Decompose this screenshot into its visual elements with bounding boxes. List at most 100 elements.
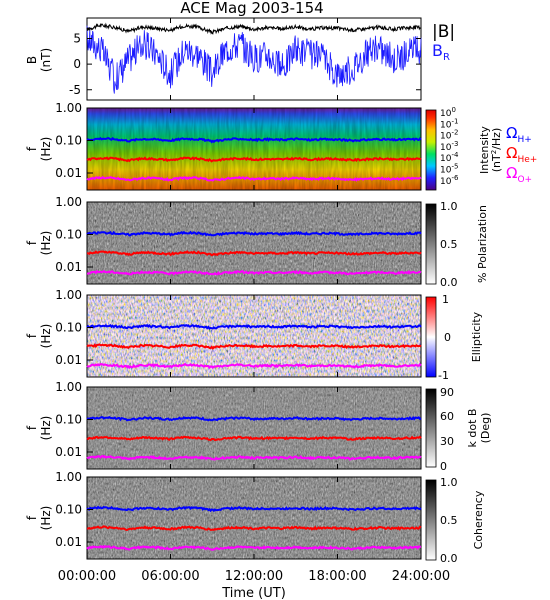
coherency-cb-tick-1: 1.0 [440, 476, 458, 489]
field-ylabel-top: B [25, 56, 39, 64]
ellipticity-colorbar [425, 296, 437, 378]
intensity-cb-tick: 10-1 [440, 117, 458, 130]
legend-omega-h: ΩH+ [506, 124, 532, 145]
figure-title: ACE Mag 2003-154 [180, 0, 323, 17]
coherency-cb-tick-2: 0.5 [440, 514, 458, 527]
freq-ylabel-units: (Hz) [39, 231, 53, 256]
freq-tick-label: 0.10 [55, 228, 82, 242]
freq-ylabel-units: (Hz) [39, 324, 53, 349]
field-ytick-label: -5 [69, 83, 81, 97]
time-tick-label: 24:00:00 [392, 569, 450, 584]
legend-br: BR [432, 41, 450, 63]
freq-tick-label: 1.00 [55, 470, 82, 484]
kdotb-colorbar-units: (Deg) [479, 413, 492, 444]
gyrofrequency-line-h [86, 230, 422, 237]
coherency-cb-tick-3: 0.0 [440, 552, 458, 565]
kdotb-colorbar-label: k dot B [466, 409, 479, 448]
time-tick-label: 12:00:00 [225, 569, 283, 584]
field-ylabel-units: (nT) [39, 48, 53, 72]
freq-tick-label: 1.00 [55, 195, 82, 209]
intensity-texture [87, 108, 421, 190]
freq-tick-label: 0.01 [55, 353, 82, 367]
polarization-panel: 1.0 0.5 0.0 % Polarization [86, 200, 489, 289]
freq-tick-label: 1.00 [55, 380, 82, 394]
gyrofrequency-line-h [86, 505, 422, 513]
legend-omega-he: ΩHe+ [506, 144, 537, 165]
field-panel: 5 0 -5 B (nT) |B| BR [25, 17, 455, 101]
intensity-colorbar-label: Intensity [478, 126, 491, 174]
intensity-cb-tick: 10-2 [440, 129, 458, 142]
gyrofrequency-line-he [86, 525, 422, 532]
intensity-colorbar-units: (nT2/Hz) [490, 128, 503, 173]
gyrofrequency-line-h [86, 323, 422, 330]
coherency-colorbar-label: Coherency [472, 490, 485, 549]
gyrofrequency-line-he [86, 156, 422, 163]
kdotb-cb-tick-2: 60 [440, 410, 454, 423]
time-tick-label: 06:00:00 [141, 569, 199, 584]
coherency-panel: 1.0 0.5 0.0 Coherency [86, 476, 485, 565]
freq-ylabel-f: f [25, 146, 39, 151]
coherency-texture [87, 477, 421, 559]
freq-ylabel-f: f [25, 515, 39, 520]
legend-b-total: |B| [432, 22, 455, 42]
freq-ylabel-f: f [25, 240, 39, 245]
coherency-colorbar [425, 479, 437, 561]
ellipticity-colorbar-label: Ellipticity [470, 311, 483, 362]
gyrofrequency-line-h [86, 415, 422, 422]
ellipticity-cb-tick-1: 1 [442, 293, 449, 306]
x-axis-label: Time (UT) [221, 586, 286, 600]
gyrofrequency-line-he [86, 250, 422, 257]
intensity-cb-tick: 10-3 [440, 140, 458, 153]
time-axis: 00:00:00 06:00:00 12:00:00 18:00:00 24:00:00 [58, 18, 450, 584]
polarization-texture [87, 202, 421, 284]
freq-tick-label: 1.00 [55, 101, 82, 115]
kdotb-cb-tick-4: 0 [440, 460, 447, 473]
freq-ylabel-units: (Hz) [39, 506, 53, 531]
kdotb-cb-tick-1: 90 [440, 386, 454, 399]
intensity-cb-tick: 10-6 [440, 174, 459, 187]
gyrofrequency-line-o [86, 175, 422, 182]
ellipticity-cb-tick-3: -1 [438, 369, 449, 382]
freq-tick-label: 0.01 [55, 166, 82, 180]
intensity-cb-tick: 10-4 [440, 151, 459, 164]
gyrofrequency-line-he [86, 343, 422, 351]
gyrofrequency-overlays [86, 136, 422, 551]
freq-tick-label: 0.01 [55, 535, 82, 549]
freq-ylabel-units: (Hz) [39, 137, 53, 162]
field-ytick-label: 5 [73, 32, 81, 46]
polarization-colorbar [425, 203, 437, 285]
br-trace [86, 25, 422, 94]
gyrofrequency-line-o [86, 454, 422, 461]
freq-tick-label: 0.01 [55, 445, 82, 459]
intensity-colorbar [425, 109, 437, 191]
gyrofrequency-line-o [86, 269, 422, 276]
polarization-cb-tick-3: 0.0 [440, 276, 458, 289]
b-total-trace [86, 22, 421, 35]
kdotb-cb-tick-3: 30 [440, 435, 454, 448]
polarization-cb-tick-2: 0.5 [440, 238, 458, 251]
kdotb-panel: 90 60 30 0 k dot B (Deg) [86, 386, 492, 473]
time-tick-label: 00:00:00 [58, 569, 116, 584]
freq-ylabel-units: (Hz) [39, 416, 53, 441]
intensity-cb-tick: 10-5 [440, 163, 458, 176]
freq-tick-label: 0.10 [55, 321, 82, 335]
freq-tick-label: 0.01 [55, 260, 82, 274]
legend-omega-o: ΩO+ [506, 164, 532, 185]
gyrofrequency-line-he [86, 435, 422, 442]
field-ytick-label: 0 [73, 57, 81, 71]
kdotb-texture [87, 387, 421, 469]
freq-tick-label: 0.10 [55, 413, 82, 427]
kdotb-colorbar [425, 388, 437, 468]
gyrofrequency-line-o [86, 544, 422, 551]
intensity-cb-tick: 100 [440, 106, 456, 119]
polarization-cb-tick-1: 1.0 [440, 200, 458, 213]
ellipticity-texture [87, 295, 421, 377]
polarization-colorbar-label: % Polarization [476, 205, 489, 283]
gyrofrequency-line-h [86, 136, 422, 144]
gyrofrequency-line-o [86, 362, 422, 370]
frequency-axes: 1.000.100.01f (Hz)1.000.100.01f (Hz)1.000.… [25, 101, 93, 549]
field-yticks: 5 0 -5 [69, 32, 421, 97]
